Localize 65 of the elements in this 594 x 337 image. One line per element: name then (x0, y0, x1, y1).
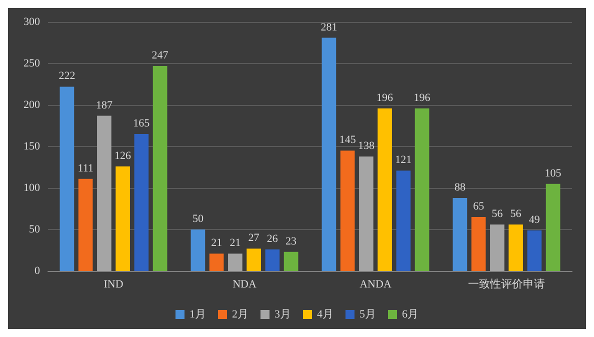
y-tick-label: 150 (24, 140, 40, 152)
legend-label: 6月 (402, 308, 418, 320)
bar (508, 224, 523, 271)
bar (246, 248, 261, 271)
bar (546, 184, 560, 271)
bar (340, 150, 355, 271)
data-label: 50 (192, 213, 204, 225)
y-tick-label: 50 (29, 224, 40, 236)
data-label: 65 (473, 200, 485, 213)
bar (471, 217, 486, 271)
bar (116, 166, 130, 271)
data-label: 165 (133, 118, 150, 130)
data-label: 281 (320, 21, 338, 34)
data-label: 56 (492, 208, 504, 220)
legend-label: 5月 (360, 308, 376, 320)
data-label: 196 (376, 92, 394, 104)
x-tick-label: ANDA (360, 278, 392, 290)
bar (414, 108, 430, 271)
bar (527, 230, 542, 271)
data-label: 111 (78, 162, 94, 174)
bar (152, 66, 168, 271)
bar (134, 134, 149, 271)
data-label: 27 (248, 232, 260, 244)
data-label: 26 (266, 232, 278, 245)
bar (209, 254, 224, 271)
x-tick-label: 一致性评价申请 (468, 278, 545, 290)
bar (378, 108, 392, 271)
x-tick-label: NDA (232, 278, 256, 290)
data-label: 105 (544, 167, 562, 180)
legend-label: 2月 (232, 308, 248, 320)
bar (97, 116, 112, 271)
data-label: 121 (395, 154, 412, 166)
data-label: 247 (152, 49, 169, 62)
data-label: 23 (286, 235, 298, 248)
legend-label: 1月 (190, 308, 206, 320)
data-label: 21 (211, 237, 222, 250)
data-label: 49 (528, 214, 540, 226)
y-tick-label: 300 (24, 16, 40, 28)
bar (228, 254, 242, 271)
y-tick-label: 0 (34, 265, 40, 277)
legend-label: 3月 (274, 308, 291, 320)
x-tick-label: IND (104, 278, 124, 290)
bar (322, 38, 336, 271)
data-label: 187 (96, 99, 113, 112)
y-tick-label: 250 (24, 58, 40, 70)
bar (284, 252, 298, 271)
data-label: 56 (510, 208, 522, 220)
data-label: 138 (358, 140, 375, 152)
data-label: 21 (230, 237, 241, 250)
bar (490, 224, 504, 271)
bar (359, 156, 374, 271)
bar (60, 86, 74, 271)
bar (190, 230, 206, 271)
data-label: 126 (114, 150, 132, 162)
data-label: 196 (414, 92, 431, 104)
bar (78, 178, 93, 271)
data-label: 88 (454, 181, 466, 194)
bar (452, 198, 468, 271)
data-label: 222 (58, 70, 76, 82)
bar (265, 249, 280, 271)
legend-label: 4月 (317, 308, 334, 320)
data-label: 145 (339, 134, 356, 146)
bar (396, 170, 411, 271)
y-tick-label: 200 (24, 99, 40, 111)
y-tick-label: 100 (24, 182, 40, 194)
